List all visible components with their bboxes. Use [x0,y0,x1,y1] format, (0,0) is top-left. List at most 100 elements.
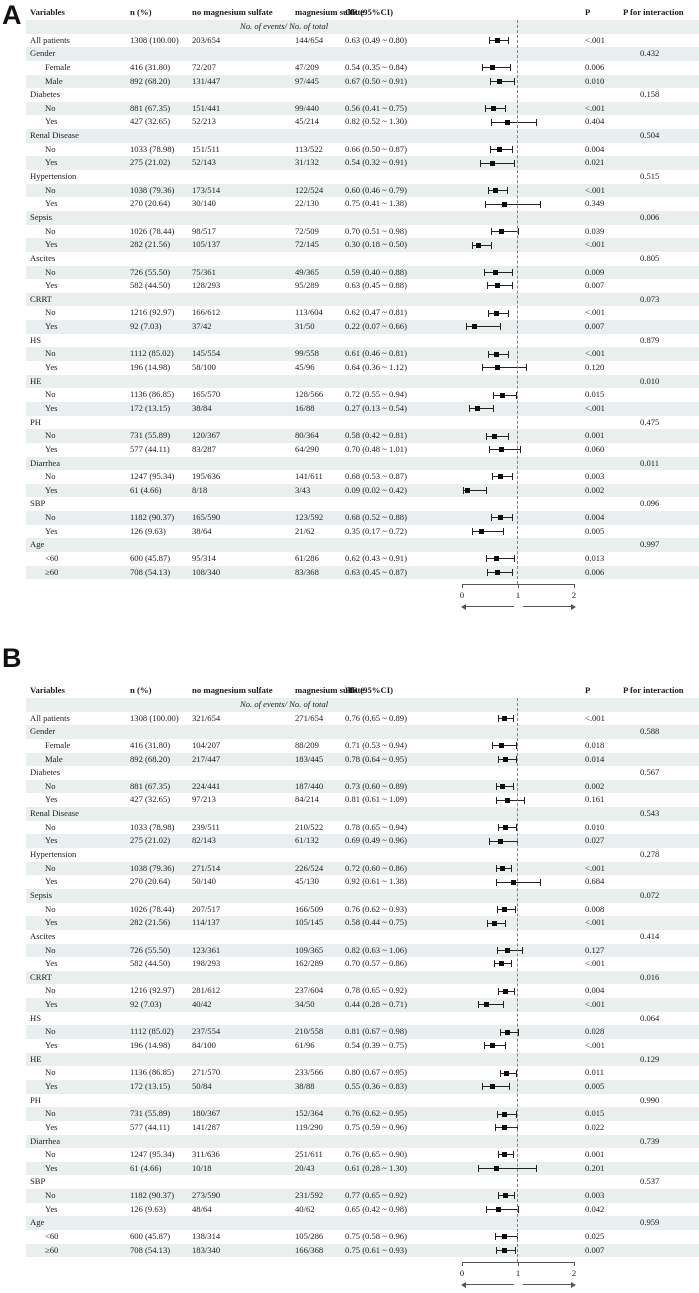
cell-n-percent: 270 (20.64) [130,876,171,887]
cell-events-magnesium: 144/654 [295,34,324,45]
axis-tick [518,1262,519,1266]
point-estimate-marker [499,392,505,398]
cell-events-no-magnesium: 207/517 [192,903,221,914]
cell-p-value: <.001 [585,999,605,1010]
cell-variable: No [45,821,56,832]
cell-effect-estimate: 0.65 (0.42 ~ 0.98) [345,1203,407,1214]
cell-variable: Yes [45,362,58,373]
cell-events-magnesium: 226/524 [295,862,324,873]
cell-p-value: 0.127 [585,944,605,955]
row-no: No 1038 (79.36) 271/514 226/524 0.72 (0.60 ~… [0,861,699,876]
point-estimate-marker [498,961,504,967]
cell-variable: Yes [45,1162,58,1173]
cell-events-no-magnesium: 52/143 [192,157,216,168]
cell-variable: Yes [45,280,58,291]
axis-tick [462,584,463,588]
cell-variable: Yes [45,198,58,209]
cell-variable: No [45,225,56,236]
cell-variable: No [45,903,56,914]
cell-p-value: 0.010 [585,821,605,832]
row-yes: Yes 270 (20.64) 30/140 22/130 0.75 (0.41 ~ 1… [0,197,699,211]
cell-p-value: 0.002 [585,780,605,791]
cell-variable: Yes [45,239,58,250]
cell-p-value: 0.022 [585,1121,605,1132]
axis-arrow-right [523,603,576,610]
cell-p-value: 0.028 [585,1026,605,1037]
point-estimate-marker [494,556,500,562]
cell-variable: Yes [45,917,58,928]
cell-n-percent: 1033 (78.98) [130,821,175,832]
row-yes: Yes 577 (44.11) 83/287 64/290 0.70 (0.48 ~ 1… [0,443,699,457]
row-diabetes: Diabetes 0.158 [0,88,699,102]
cell-p-value: 0.021 [585,157,605,168]
row-no: No 1247 (95.34) 195/636 141/611 0.68 (0.53 ~… [0,470,699,484]
row-yes: Yes 275 (21.02) 82/143 61/132 0.69 (0.49 ~ 0… [0,834,699,849]
cell-events-magnesium: 83/368 [295,566,319,577]
x-axis: 0 1 2 [0,584,699,614]
cell-variable: HS [30,334,41,345]
cell-p-value: <.001 [585,917,605,928]
cell-p-value: 0.161 [585,794,605,805]
cell-n-percent: 1038 (79.36) [130,184,175,195]
cell-variable: Yes [45,402,58,413]
cell-variable: Male [45,753,63,764]
axis-tick-label: 1 [515,590,521,600]
row-hypertension: Hypertension 0.278 [0,848,699,862]
cell-p-value: 0.014 [585,753,605,764]
point-estimate-marker [476,242,482,248]
point-estimate-marker [490,1084,496,1090]
point-estimate-marker [502,1193,508,1199]
cell-variable: PH [30,1094,41,1105]
cell-variable: <60 [45,552,59,563]
cell-p-value: 0.018 [585,739,605,750]
cell-p-interaction: 0.504 [640,130,660,141]
row-female: Female 416 (31.80) 104/207 88/209 0.71 (0.53… [0,739,699,753]
cell-n-percent: 196 (14.98) [130,1040,171,1051]
cell-variable: Sepsis [30,211,52,222]
cell-variable: Hypertension [30,849,77,860]
cell-variable: No [45,862,56,873]
cell-events-magnesium: 31/50 [295,321,315,332]
cell-n-percent: 1216 (92.97) [130,307,175,318]
cell-events-magnesium: 47/209 [295,61,319,72]
cell-events-no-magnesium: 123/361 [192,944,221,955]
cell-events-no-magnesium: 138/314 [192,1230,221,1241]
cell-n-percent: 282 (21.56) [130,917,171,928]
cell-effect-estimate: 0.54 (0.39 ~ 0.75) [345,1040,407,1051]
column-header-effect: OR (95%CI) [345,7,394,17]
column-header-p: P [585,7,591,17]
cell-effect-estimate: 0.76 (0.65 ~ 0.89) [345,712,407,723]
ci-bar [477,1001,504,1009]
cell-events-magnesium: 271/654 [295,712,324,723]
cell-events-no-magnesium: 151/511 [192,143,220,154]
cell-p-interaction: 0.129 [640,1053,660,1064]
cell-variable: CRRT [30,971,52,982]
cell-n-percent: 416 (31.80) [130,739,171,750]
row-sepsis: Sepsis 0.006 [0,210,699,225]
cell-effect-estimate: 0.59 (0.40 ~ 0.88) [345,266,407,277]
axis-tick-label: 2 [571,590,577,600]
cell-effect-estimate: 0.44 (0.28 ~ 0.71) [345,999,407,1010]
cell-events-magnesium: 113/522 [295,143,323,154]
row-renal-disease: Renal Disease 0.543 [0,807,699,821]
cell-events-magnesium: 105/145 [295,917,324,928]
cell-n-percent: 427 (32.65) [130,116,171,127]
cell-variable: Gender [30,48,56,59]
row-no: No 1136 (86.85) 271/570 233/566 0.80 (0.67 ~… [0,1066,699,1080]
reference-line [517,20,518,584]
cell-events-magnesium: 97/445 [295,75,319,86]
cell-effect-estimate: 0.70 (0.48 ~ 1.01) [345,443,407,454]
column-header-magnesium: magnesium sulfate [295,7,365,17]
cell-events-no-magnesium: 84/100 [192,1040,216,1051]
point-estimate-marker [471,324,477,330]
cell-n-percent: 726 (55.50) [130,944,171,955]
cell-events-magnesium: 113/604 [295,307,323,318]
cell-variable: Yes [45,321,58,332]
cell-events-magnesium: 80/364 [295,430,319,441]
cell-events-no-magnesium: 224/441 [192,780,221,791]
cell-events-no-magnesium: 50/140 [192,876,216,887]
row-yes: Yes 582 (44.50) 128/293 95/289 0.63 (0.45 ~ … [0,279,699,293]
cell-n-percent: 892 (68.20) [130,75,171,86]
ci-bar [469,405,495,413]
cell-events-no-magnesium: 271/570 [192,1067,221,1078]
